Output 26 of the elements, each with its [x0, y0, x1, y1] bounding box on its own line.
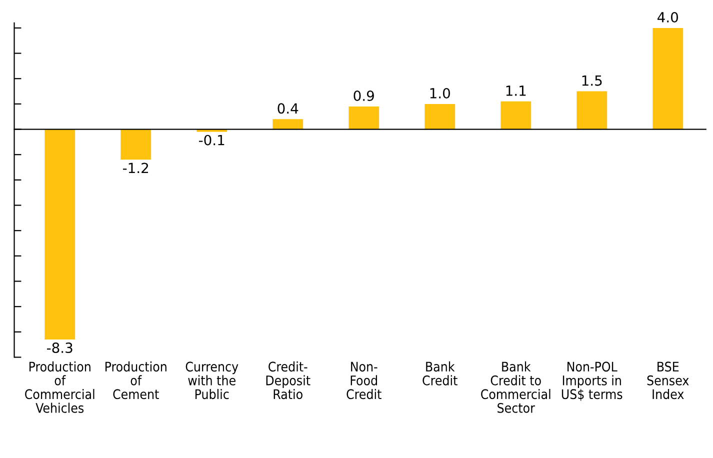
- x-tick-label: Non- Food Credit: [346, 362, 382, 400]
- x-tick-label: Bank Credit to Commercial Sector: [481, 361, 550, 413]
- x-tick-label: Production of Cement: [105, 361, 166, 400]
- data-label: -8.3: [46, 342, 72, 354]
- x-tick-label: Credit- Deposit Ratio: [266, 361, 310, 400]
- x-tick-label: Bank Credit: [422, 361, 458, 386]
- data-label: -1.2: [122, 162, 148, 174]
- data-label: 0.4: [278, 103, 298, 114]
- data-label: 1.0: [430, 88, 450, 98]
- bar: [424, 104, 456, 130]
- bar: [500, 101, 532, 130]
- x-tick-label: Production of Commercial Vehicles: [25, 361, 94, 413]
- bar: [272, 119, 304, 130]
- data-label: 4.0: [658, 12, 678, 22]
- x-tick-label: Non-POL Imports in US$ terms: [562, 362, 622, 401]
- bar: [44, 129, 76, 340]
- bar: [576, 91, 608, 130]
- data-label: 1.5: [582, 75, 602, 86]
- bar: [348, 106, 380, 130]
- x-tick-label: BSE Sensex Index: [647, 362, 689, 400]
- data-label: 0.9: [354, 90, 374, 102]
- x-tick-label: Currency with the Public: [186, 362, 238, 400]
- bar: [120, 129, 152, 160]
- data-label: 1.1: [506, 86, 526, 96]
- data-label: -0.1: [198, 134, 224, 146]
- bar: [652, 28, 684, 130]
